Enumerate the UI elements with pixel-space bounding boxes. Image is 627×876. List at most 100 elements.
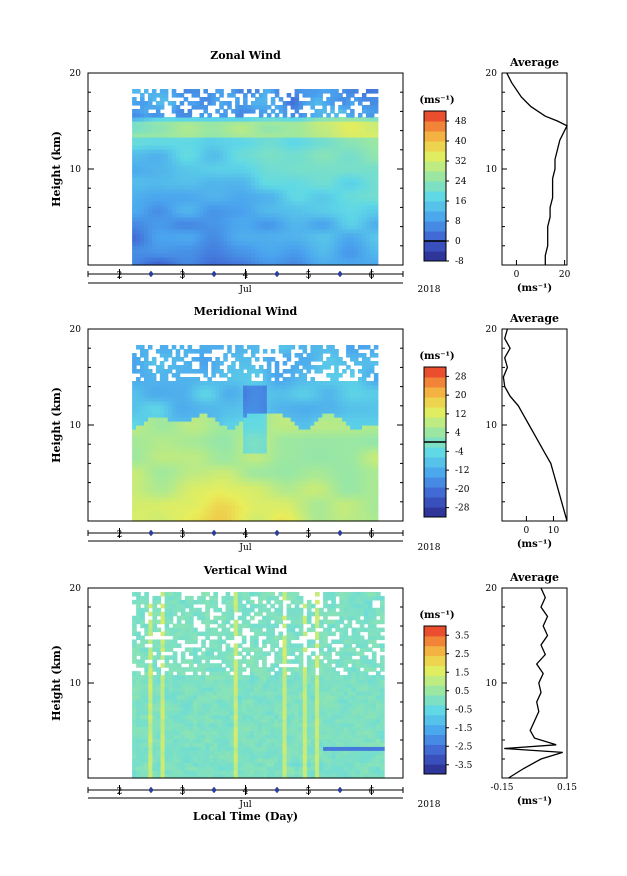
heatmap-cell: [322, 225, 327, 230]
heatmap-cell: [250, 229, 256, 234]
heatmap-cell: [231, 149, 236, 154]
heatmap-cell: [258, 465, 264, 470]
heatmap-cell: [354, 405, 359, 410]
heatmap-cell: [215, 449, 220, 454]
heatmap-cell: [147, 161, 153, 166]
heatmap-cell: [223, 489, 228, 494]
heatmap-cell: [326, 201, 331, 206]
heatmap-cell: [195, 201, 201, 206]
heatmap-cell: [361, 105, 367, 110]
heatmap-cell: [143, 225, 149, 230]
heatmap-cell: [286, 461, 292, 466]
heatmap-cell: [199, 389, 205, 394]
heatmap-cell: [132, 397, 137, 402]
heatmap-cell: [365, 189, 371, 194]
heatmap-cell: [326, 253, 331, 258]
heatmap-cell: [231, 197, 236, 202]
heatmap-cell: [143, 357, 149, 362]
heatmap-cell: [239, 169, 244, 174]
heatmap-cell: [199, 233, 205, 238]
heatmap-cell: [354, 141, 359, 146]
heatmap-cell: [298, 153, 304, 158]
heatmap-cell: [167, 397, 173, 402]
heatmap-cell: [175, 261, 181, 266]
heatmap-cell: [151, 429, 157, 434]
heatmap-cell: [266, 161, 272, 166]
heatmap-cell: [322, 137, 327, 142]
heatmap-cell: [207, 349, 212, 354]
heatmap-cell: [235, 461, 240, 466]
heatmap-cell: [219, 161, 224, 166]
heatmap-cell: [310, 381, 315, 386]
heatmap-cell: [155, 225, 161, 230]
heatmap-cell: [302, 473, 308, 478]
heatmap-cell: [195, 165, 201, 170]
heatmap-cell: [235, 405, 240, 410]
heatmap-cell: [250, 181, 256, 186]
heatmap-cell: [215, 193, 220, 198]
heatmap-cell: [314, 261, 319, 266]
heatmap-cell: [338, 481, 343, 486]
heatmap-cell: [247, 445, 252, 450]
heatmap-cell: [136, 465, 141, 470]
heatmap-cell: [322, 517, 327, 522]
heatmap-cell: [326, 197, 331, 202]
heatmap-cell: [203, 513, 208, 518]
heatmap-cell: [290, 205, 296, 210]
heatmap-cell: [171, 429, 177, 434]
heatmap-cell: [151, 385, 157, 390]
heatmap-cell: [239, 369, 244, 374]
heatmap-cell: [346, 493, 351, 498]
heatmap-cell: [191, 93, 197, 98]
heatmap-cell: [235, 429, 240, 434]
heatmap-cell: [247, 221, 252, 226]
heatmap-cell: [136, 389, 141, 394]
heatmap-cell: [163, 493, 169, 498]
heatmap-cell: [195, 125, 201, 130]
heatmap-cell: [338, 237, 343, 242]
heatmap-cell: [294, 493, 300, 498]
heatmap-cell: [266, 177, 272, 182]
heatmap-cell: [143, 217, 149, 222]
heatmap-cell: [294, 109, 300, 114]
heatmap-cell: [207, 481, 212, 486]
heatmap-cell: [151, 205, 157, 210]
heatmap-cell: [365, 149, 371, 154]
heatmap-cell: [322, 257, 327, 262]
heatmap-cell: [211, 257, 216, 262]
heatmap-cell: [215, 457, 220, 462]
heatmap-cell: [247, 249, 252, 254]
heatmap-cell: [215, 385, 220, 390]
heatmap-cell: [247, 437, 252, 442]
heatmap-cell: [159, 389, 165, 394]
heatmap-cell: [136, 421, 141, 426]
heatmap-cell: [298, 113, 304, 118]
heatmap-cell: [239, 373, 244, 378]
heatmap-cell: [143, 401, 149, 406]
heatmap-cell: [330, 433, 335, 438]
heatmap-cell: [223, 213, 228, 218]
heatmap-cell: [318, 109, 323, 114]
heatmap-cell: [330, 385, 335, 390]
heatmap-cell: [330, 165, 335, 170]
heatmap-cell: [338, 221, 343, 226]
heatmap-cell: [247, 425, 252, 430]
heatmap-cell: [231, 157, 236, 162]
heatmap-cell: [294, 393, 300, 398]
heatmap-cell: [223, 393, 228, 398]
heatmap-cell: [330, 149, 335, 154]
heatmap-cell: [302, 501, 308, 506]
heatmap-cell: [254, 413, 260, 418]
heatmap-cell: [179, 153, 185, 158]
heatmap-cell: [136, 89, 141, 94]
heatmap-cell: [215, 517, 220, 522]
heatmap-cell: [231, 413, 236, 418]
heatmap-cell: [294, 133, 300, 138]
heatmap-cell: [143, 233, 149, 238]
heatmap-cell: [175, 445, 181, 450]
heatmap-cell: [334, 213, 339, 218]
heatmap-cell: [195, 189, 201, 194]
heatmap-cell: [151, 249, 157, 254]
heatmap-cell: [163, 257, 169, 262]
heatmap-cell: [219, 217, 224, 222]
